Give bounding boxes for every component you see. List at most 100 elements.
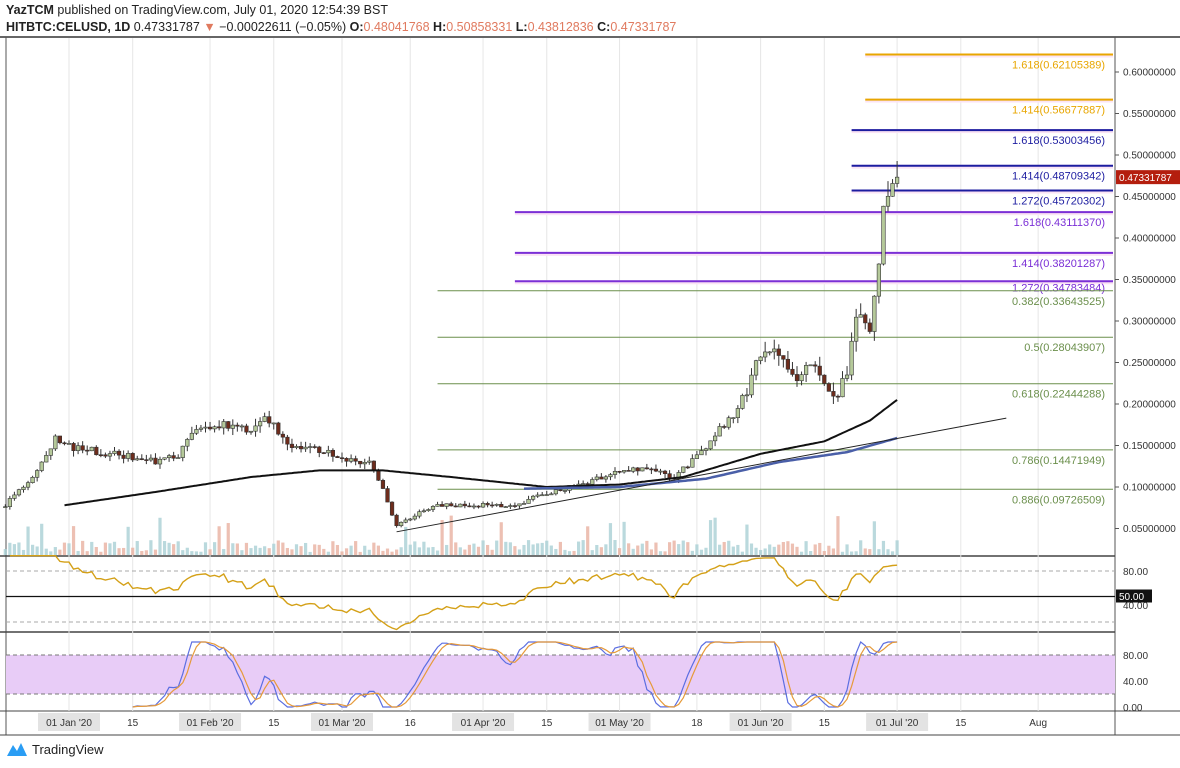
volume-bar (35, 546, 39, 555)
volume-bar (472, 543, 476, 555)
candle-body (344, 457, 349, 462)
candle-body (726, 417, 731, 428)
volume-bar (176, 541, 180, 555)
candle-body (303, 446, 308, 450)
volume-bar (795, 546, 799, 555)
volume-bar (713, 517, 717, 555)
candle-body (854, 316, 859, 342)
volume-bar (763, 548, 767, 555)
volume-bar (549, 545, 553, 555)
volume-bar (263, 546, 267, 555)
volume-bar (85, 551, 89, 555)
price-chart[interactable]: 01 Jan '20 15 01 Feb '20 15 01 Mar '20 16 01 A… (0, 0, 1180, 740)
stoch-axis-label: 0.00 (1123, 703, 1143, 714)
fib-level-label: 0.5(0.28043907) (1024, 342, 1105, 354)
symbol[interactable]: HITBTC:CELUSD, 1D (6, 20, 131, 34)
candle-body (126, 453, 131, 459)
candle-body (439, 504, 445, 507)
candle-body (98, 454, 103, 457)
volume-bar (290, 549, 294, 555)
volume-bar (554, 548, 558, 555)
publisher-name[interactable]: YazTCM (6, 3, 54, 17)
candle-body (503, 506, 508, 508)
candle-body (107, 453, 113, 457)
price-axis-label: 0.40000000 (1123, 234, 1176, 245)
volume-bar (768, 544, 772, 555)
candle-body (48, 448, 53, 456)
volume-bar (872, 521, 876, 555)
volume-bar (435, 550, 440, 555)
candle-body (35, 470, 40, 478)
volume-bar (340, 551, 344, 555)
candle-body (694, 454, 699, 459)
volume-bar (754, 547, 758, 555)
volume-bar (71, 526, 76, 555)
price-axis-label: 0.05000000 (1123, 524, 1176, 535)
volume-bar (654, 542, 658, 555)
candle-body (221, 421, 226, 429)
candle-body (876, 263, 881, 297)
last-price-badge (1116, 170, 1180, 185)
candle-body (417, 511, 422, 517)
volume-bar (67, 543, 71, 555)
candle-body (462, 503, 467, 507)
candle-body (494, 503, 499, 506)
price-axis-label: 0.45000000 (1123, 192, 1176, 203)
volume-bar (736, 544, 740, 555)
open-value: 0.48041768 (363, 20, 430, 34)
volume-bar (526, 540, 531, 555)
volume-bar (395, 549, 399, 555)
price-axis-label: 0.30000000 (1123, 317, 1176, 328)
volume-bar (567, 551, 572, 555)
candle-body (717, 426, 722, 437)
fib-level-label: 0.886(0.09726509) (1012, 494, 1105, 506)
time-axis-label: 01 Mar '20 (319, 718, 366, 729)
volume-bar (244, 542, 249, 555)
candle-body (749, 374, 754, 396)
candle-body (767, 351, 772, 354)
volume-bar (21, 549, 26, 555)
candle-body (594, 476, 599, 480)
volume-bar (194, 551, 198, 555)
tradingview-logo[interactable]: TradingView (6, 741, 104, 757)
volume-bar (645, 540, 649, 555)
published-text: published on TradingView.com, July 01, 2… (57, 3, 388, 17)
volume-bar (486, 544, 490, 555)
candle-body (408, 518, 413, 521)
volume-bar (831, 548, 835, 555)
open-label: O: (349, 20, 364, 34)
candle-body (540, 494, 545, 497)
volume-bar (749, 543, 754, 555)
candle-body (180, 445, 185, 458)
candle-body (785, 358, 790, 370)
volume-bar (217, 526, 221, 555)
candle-body (835, 395, 841, 398)
candle-body (590, 479, 595, 485)
candle-body (248, 430, 254, 433)
candle-body (813, 364, 818, 367)
candle-body (280, 433, 285, 438)
candle-body (485, 503, 490, 506)
candle-body (840, 378, 845, 398)
fib-level-label: 1.618(0.53003456) (1012, 135, 1105, 147)
fib-level-label: 1.618(0.62105389) (1012, 60, 1105, 72)
candle-body (744, 394, 750, 397)
candle-body (544, 494, 549, 496)
volume-bar (809, 551, 813, 555)
volume-bar (53, 547, 57, 555)
candle-body (239, 425, 245, 428)
volume-bar (62, 542, 67, 555)
volume-bar (144, 550, 148, 555)
volume-bar (813, 544, 817, 555)
volume-bar (135, 541, 139, 555)
candle-body (298, 446, 304, 450)
volume-bar (531, 544, 535, 555)
candle-body (53, 435, 58, 450)
candle-body (449, 503, 454, 507)
volume-bar (185, 547, 189, 555)
candle-body (212, 426, 217, 430)
candle-body (39, 461, 44, 471)
volume-bar (827, 545, 831, 555)
candle-body (608, 474, 613, 478)
candle-body (803, 365, 809, 375)
